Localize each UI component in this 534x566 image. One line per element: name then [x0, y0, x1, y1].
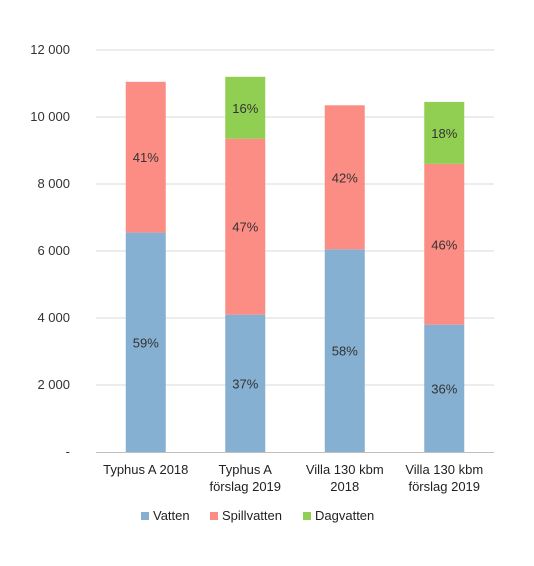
- bar-segment-vatten: [324, 249, 365, 452]
- bar-segment-vatten: [424, 324, 465, 452]
- legend-swatch-spillvatten: [210, 512, 218, 520]
- x-tick-label: Typhus A förslag 2019: [209, 462, 281, 494]
- bar-segment-spillvatten: [324, 105, 365, 250]
- y-tick-label: 12 000: [30, 42, 70, 57]
- data-label: 37%: [232, 376, 258, 391]
- x-tick-label: Villa 130 kbm förslag 2019: [405, 462, 483, 494]
- data-label: 59%: [133, 335, 159, 350]
- legend-label: Vatten: [153, 508, 190, 523]
- y-tick-label: 6 000: [37, 243, 70, 258]
- y-tick-label: 8 000: [37, 176, 70, 191]
- bar-segment-vatten: [125, 232, 166, 452]
- x-tick-label-line: Typhus A 2018: [103, 462, 188, 477]
- x-tick-label-line: Villa 130 kbm: [405, 462, 483, 477]
- x-tick-label: Villa 130 kbm 2018: [306, 462, 384, 494]
- bar-segment-dagvatten: [424, 101, 465, 164]
- x-tick-label-line: Typhus A: [219, 462, 273, 477]
- x-tick-label-line: Villa 130 kbm: [306, 462, 384, 477]
- legend-swatch-vatten: [141, 512, 149, 520]
- bars: 59% 41% 37% 47% 16% 58% 42% 36% 46% 18%: [125, 76, 465, 452]
- y-tick-label: -: [66, 444, 70, 459]
- data-label: 18%: [431, 126, 457, 141]
- data-label: 16%: [232, 101, 258, 116]
- bar-segment-spillvatten: [225, 138, 266, 315]
- bar-segment-spillvatten: [125, 81, 166, 233]
- data-label: 42%: [332, 170, 358, 185]
- x-tick-label-line: förslag 2019: [408, 479, 480, 494]
- x-tick-label: Typhus A 2018: [103, 462, 188, 477]
- bar-segment-dagvatten: [225, 76, 266, 139]
- y-tick-label: 4 000: [37, 310, 70, 325]
- data-label: 47%: [232, 220, 258, 235]
- x-tick-label-line: förslag 2019: [209, 479, 281, 494]
- legend-label: Spillvatten: [222, 508, 282, 523]
- data-label: 36%: [431, 381, 457, 396]
- y-axis-tick-labels: - 2 000 4 000 6 000 8 000 10 000 12 000: [30, 42, 70, 459]
- y-tick-label: 10 000: [30, 109, 70, 124]
- legend-swatch-dagvatten: [303, 512, 311, 520]
- bar-segment-spillvatten: [424, 163, 465, 325]
- bar-segment-vatten: [225, 314, 266, 452]
- legend-label: Dagvatten: [315, 508, 374, 523]
- legend: Vatten Spillvatten Dagvatten: [141, 508, 374, 523]
- data-label: 58%: [332, 344, 358, 359]
- y-tick-label: 2 000: [37, 377, 70, 392]
- data-label: 46%: [431, 237, 457, 252]
- data-label: 41%: [133, 150, 159, 165]
- x-tick-label-line: 2018: [330, 479, 359, 494]
